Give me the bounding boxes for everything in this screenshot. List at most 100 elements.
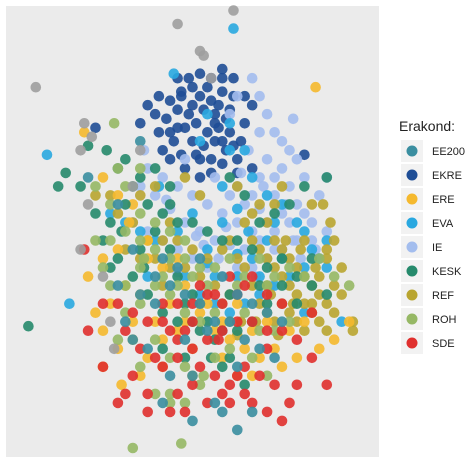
point-ere bbox=[310, 81, 321, 93]
point-roh bbox=[90, 235, 101, 246]
point-sde bbox=[187, 343, 198, 355]
point-ie bbox=[291, 154, 303, 165]
point-ekre bbox=[224, 127, 236, 138]
point-eva bbox=[243, 226, 254, 237]
point-eva bbox=[269, 217, 280, 228]
point-ere bbox=[97, 172, 109, 183]
point-sde bbox=[172, 298, 183, 310]
point-kesk bbox=[276, 280, 288, 291]
point-sde bbox=[254, 370, 265, 382]
point-ref bbox=[276, 271, 288, 282]
point-sde bbox=[261, 289, 273, 300]
point-eva bbox=[232, 203, 243, 215]
point-kesk bbox=[284, 199, 295, 210]
point-ie bbox=[284, 145, 295, 156]
point-ee200 bbox=[135, 136, 146, 147]
point-sde bbox=[127, 370, 139, 382]
point-ee200 bbox=[157, 397, 168, 409]
point-roh bbox=[209, 307, 221, 319]
point-ekre bbox=[190, 149, 202, 161]
point-ekre bbox=[232, 154, 243, 165]
point-kesk bbox=[254, 217, 265, 228]
point-ref bbox=[90, 190, 101, 201]
point-ie bbox=[269, 244, 280, 255]
point-eva bbox=[194, 289, 206, 300]
point-sde bbox=[135, 343, 146, 355]
legend-key-roh bbox=[406, 313, 418, 325]
point-kesk bbox=[172, 271, 183, 282]
point-sde bbox=[217, 388, 228, 400]
point-eva bbox=[228, 23, 239, 34]
point-ie bbox=[246, 72, 258, 84]
point-roh bbox=[254, 325, 265, 337]
point-ee200 bbox=[149, 271, 161, 282]
point-kesk bbox=[142, 289, 153, 300]
point-ee200 bbox=[217, 406, 228, 418]
point-roh bbox=[120, 226, 131, 237]
point-ekre bbox=[202, 127, 213, 138]
point-eva bbox=[321, 262, 333, 273]
legend-key-ie bbox=[406, 241, 418, 253]
point-ie bbox=[142, 226, 153, 237]
point-roh bbox=[224, 343, 236, 355]
point-kesk bbox=[187, 289, 198, 300]
legend-label-ref: REF bbox=[432, 290, 454, 302]
point-roh bbox=[209, 262, 221, 273]
point-ie bbox=[287, 235, 299, 246]
point-ekre bbox=[176, 90, 187, 102]
legend-key-sde bbox=[406, 337, 418, 349]
point-roh bbox=[246, 352, 258, 364]
point-ref bbox=[224, 235, 236, 246]
point-other bbox=[135, 145, 146, 156]
point-ref bbox=[284, 307, 295, 319]
point-kesk bbox=[202, 226, 213, 237]
point-roh bbox=[179, 361, 191, 373]
point-ee200 bbox=[269, 352, 280, 364]
point-ref bbox=[135, 190, 146, 201]
point-ekre bbox=[209, 108, 221, 120]
point-sde bbox=[164, 325, 176, 337]
point-ie bbox=[254, 127, 265, 138]
point-other bbox=[127, 181, 139, 192]
point-ie bbox=[232, 262, 243, 273]
point-other bbox=[194, 45, 206, 57]
point-ie bbox=[179, 154, 191, 165]
legend-label-ere: ERE bbox=[432, 194, 455, 206]
point-ie bbox=[187, 190, 198, 201]
point-ee200 bbox=[120, 316, 131, 328]
point-other bbox=[172, 18, 183, 30]
point-kesk bbox=[224, 172, 236, 183]
point-ekre bbox=[157, 145, 168, 156]
point-roh bbox=[194, 262, 206, 273]
point-ie bbox=[269, 172, 280, 183]
point-roh bbox=[269, 271, 280, 282]
point-sde bbox=[149, 352, 161, 364]
point-other bbox=[205, 72, 217, 84]
point-ref bbox=[314, 271, 325, 282]
point-eva bbox=[105, 208, 116, 219]
point-other bbox=[75, 145, 86, 156]
point-ee200 bbox=[164, 370, 176, 382]
point-ere bbox=[105, 298, 116, 310]
point-ere bbox=[246, 370, 258, 382]
point-other bbox=[228, 5, 239, 16]
point-ekre bbox=[164, 95, 176, 106]
point-ekre bbox=[202, 81, 213, 93]
point-eva bbox=[336, 316, 348, 328]
point-roh bbox=[239, 307, 250, 319]
point-roh bbox=[343, 280, 355, 291]
point-ie bbox=[224, 190, 236, 201]
point-ref bbox=[299, 235, 310, 246]
point-ere bbox=[164, 298, 176, 310]
point-ere bbox=[123, 217, 135, 228]
point-other bbox=[105, 316, 116, 328]
point-sde bbox=[269, 379, 280, 391]
point-kesk bbox=[224, 352, 236, 364]
point-eva bbox=[194, 136, 206, 147]
point-roh bbox=[179, 235, 191, 246]
point-roh bbox=[179, 253, 191, 264]
point-ekre bbox=[183, 72, 195, 84]
point-ekre bbox=[187, 81, 198, 93]
point-ref bbox=[246, 280, 258, 291]
point-ekre bbox=[239, 90, 250, 102]
